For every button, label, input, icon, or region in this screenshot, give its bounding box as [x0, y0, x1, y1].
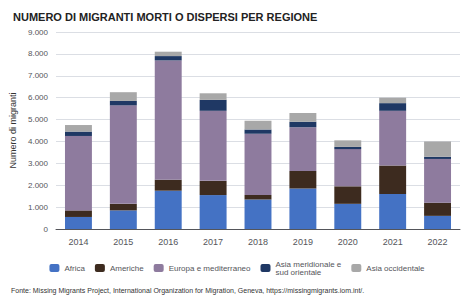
svg-text:4.000: 4.000	[28, 137, 49, 146]
svg-text:0: 0	[44, 225, 49, 234]
svg-text:5.000: 5.000	[28, 115, 49, 124]
svg-text:2021: 2021	[383, 237, 403, 247]
svg-text:2017: 2017	[203, 237, 223, 247]
svg-text:6.000: 6.000	[28, 93, 49, 102]
svg-text:3.000: 3.000	[28, 159, 49, 168]
svg-text:7.000: 7.000	[28, 71, 49, 80]
svg-text:2015: 2015	[113, 237, 133, 247]
svg-text:Africa: Africa	[64, 264, 85, 273]
svg-text:Numero di migranti: Numero di migranti	[8, 92, 18, 168]
svg-text:2016: 2016	[158, 237, 178, 247]
svg-text:sud orientale: sud orientale	[275, 268, 321, 277]
svg-text:NUMERO DI MIGRANTI MORTI O DIS: NUMERO DI MIGRANTI MORTI O DISPERSI PER …	[13, 11, 317, 23]
svg-text:Europa e mediterraneo: Europa e mediterraneo	[169, 264, 251, 273]
svg-text:2014: 2014	[68, 237, 88, 247]
svg-text:1.000: 1.000	[28, 203, 49, 212]
svg-text:2018: 2018	[248, 237, 268, 247]
svg-text:Americhe: Americhe	[110, 264, 144, 273]
svg-text:Asia meridionale e: Asia meridionale e	[275, 259, 342, 269]
svg-text:2.000: 2.000	[28, 181, 49, 190]
svg-text:2019: 2019	[293, 237, 313, 247]
svg-text:Asia occidentale: Asia occidentale	[366, 264, 425, 273]
svg-text:Fonte: Missing Migrants Projec: Fonte: Missing Migrants Project, Interna…	[11, 287, 364, 295]
svg-text:2020: 2020	[338, 237, 358, 247]
svg-text:8.000: 8.000	[28, 49, 49, 58]
svg-text:2022: 2022	[428, 237, 448, 247]
svg-text:9.000: 9.000	[28, 28, 49, 37]
